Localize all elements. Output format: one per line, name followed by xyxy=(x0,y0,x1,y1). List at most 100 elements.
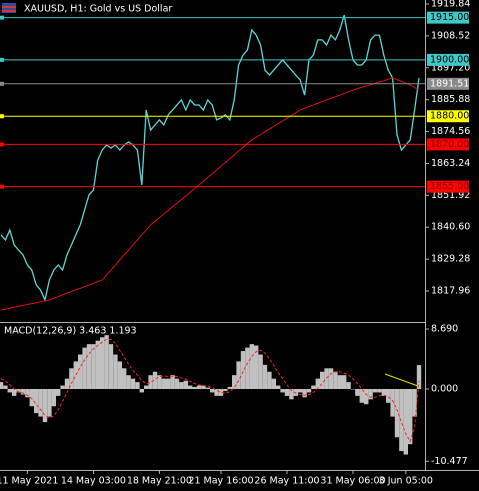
histogram-bar xyxy=(214,388,219,396)
histogram-bar xyxy=(223,388,228,392)
y-tick-label: 8.690 xyxy=(431,324,458,335)
histogram-bar xyxy=(280,388,285,393)
histogram-bar xyxy=(249,344,254,389)
x-tick-label: 14 May 03:00 xyxy=(61,476,126,487)
level-label-box xyxy=(427,138,469,151)
histogram-bar xyxy=(135,382,140,389)
histogram-bar xyxy=(130,378,136,389)
histogram-bar xyxy=(34,388,39,414)
x-tick-label: 3 Jun 05:00 xyxy=(379,476,433,487)
histogram-bar xyxy=(293,388,298,396)
histogram-bar xyxy=(236,361,241,389)
histogram-bar xyxy=(337,375,342,389)
histogram-bar xyxy=(161,378,166,389)
histogram-bar xyxy=(51,388,56,407)
histogram-bar xyxy=(284,388,290,396)
level-label: 1900.00 xyxy=(430,54,469,65)
histogram-bar xyxy=(205,387,210,389)
histogram-bar xyxy=(403,388,408,455)
histogram-bar xyxy=(289,388,294,400)
histogram-bar xyxy=(113,354,118,389)
y-tick-label: 1851.92 xyxy=(431,190,470,201)
histogram-bar xyxy=(183,380,188,389)
y-tick-label: 1874.56 xyxy=(431,126,470,137)
histogram-bar xyxy=(3,385,8,389)
histogram-bar xyxy=(218,388,224,396)
histogram-bar xyxy=(174,378,180,389)
level-marker xyxy=(0,57,4,62)
y-tick-label: 0.000 xyxy=(431,383,458,394)
histogram-bar xyxy=(157,375,162,389)
histogram-bar xyxy=(196,385,202,389)
y-tick-label: 1863.24 xyxy=(431,158,470,169)
histogram-bar xyxy=(408,388,413,445)
histogram-bar xyxy=(355,388,360,396)
histogram-bar xyxy=(324,368,329,389)
y-tick-label: 1919.84 xyxy=(431,0,470,10)
histogram-bar xyxy=(254,345,259,389)
histogram-bar xyxy=(232,375,237,389)
histogram-bar xyxy=(201,385,206,389)
histogram-bar xyxy=(333,371,338,389)
histogram-bar xyxy=(359,388,364,403)
x-tick-label: 26 May 11:00 xyxy=(254,476,319,487)
histogram-bar xyxy=(320,371,325,389)
y-tick-label: 1908.52 xyxy=(431,30,470,41)
histogram-bar xyxy=(170,375,175,389)
x-tick-label: 18 May 21:00 xyxy=(127,476,192,487)
histogram-bar xyxy=(166,378,171,389)
histogram-bar xyxy=(86,344,92,389)
level-label-box xyxy=(427,11,469,24)
histogram-bar xyxy=(16,388,21,393)
signal-line xyxy=(0,338,420,443)
histogram-bar xyxy=(302,388,307,398)
histogram-bar xyxy=(25,388,30,398)
y-tick-label: 1840.60 xyxy=(431,222,470,233)
histogram-bar xyxy=(328,368,334,389)
histogram-bar xyxy=(377,388,382,393)
level-label-box xyxy=(427,110,469,123)
y-tick-label: 1897.20 xyxy=(431,62,470,73)
level-marker xyxy=(0,81,4,86)
histogram-bar xyxy=(258,354,263,389)
histogram-bar xyxy=(179,382,184,389)
histogram-bar xyxy=(108,344,114,389)
y-tick-label: -10.477 xyxy=(431,456,468,467)
histogram-bar xyxy=(148,375,153,389)
level-label-box xyxy=(427,53,469,66)
level-marker xyxy=(0,142,4,147)
histogram-bar xyxy=(73,361,78,389)
histogram-bar xyxy=(364,388,369,405)
histogram-bar xyxy=(416,365,422,389)
histogram-bar xyxy=(210,388,215,393)
y-tick-label: 1885.88 xyxy=(431,94,470,105)
histogram-bar xyxy=(188,385,193,389)
histogram-bar xyxy=(144,385,149,389)
price-line xyxy=(0,14,420,302)
histogram-bar xyxy=(315,378,320,389)
histogram-bar xyxy=(91,344,96,389)
x-tick-label: 11 May 2021 xyxy=(0,476,58,487)
level-label: 1870.00 xyxy=(430,139,469,150)
histogram-bar xyxy=(192,386,197,389)
symbol-icon xyxy=(2,3,16,13)
histogram-bar xyxy=(271,378,276,389)
flag-stripe xyxy=(2,10,16,12)
histogram-bar xyxy=(399,388,404,452)
histogram-bar xyxy=(64,378,70,389)
histogram-bar xyxy=(386,388,391,403)
histogram-bar xyxy=(122,368,127,389)
histogram-bar xyxy=(276,385,281,389)
histogram-bar xyxy=(346,382,351,389)
histogram-bar xyxy=(240,351,246,389)
histogram-bar xyxy=(227,386,232,389)
y-tick-label: 1829.28 xyxy=(431,254,470,265)
x-tick-label: 31 May 06:00 xyxy=(320,476,385,487)
histogram-bar xyxy=(267,371,272,389)
histogram-bar xyxy=(0,382,4,389)
histogram-bar xyxy=(12,388,17,396)
histogram-bar xyxy=(117,361,122,389)
histogram-bar xyxy=(412,388,417,417)
level-label: 1915.00 xyxy=(430,12,469,23)
histogram-bar xyxy=(306,388,312,393)
